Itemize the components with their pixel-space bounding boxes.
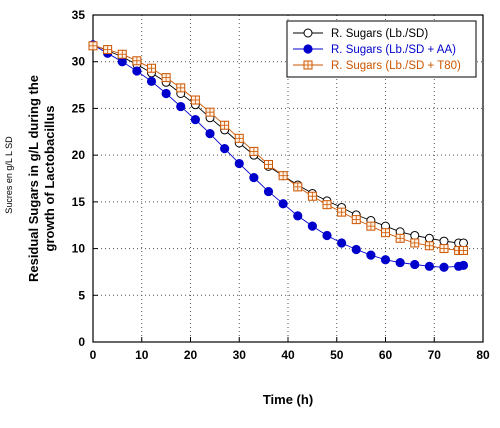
data-point [220, 144, 230, 154]
y-tick-label: 30 [72, 55, 86, 69]
series-layer [88, 40, 469, 272]
data-point [307, 221, 317, 231]
legend-marker [303, 28, 313, 38]
data-point [439, 236, 449, 246]
data-point [439, 244, 449, 254]
x-tick-label: 40 [281, 348, 295, 362]
data-point [410, 259, 420, 270]
x-tick-label: 80 [476, 348, 490, 362]
data-point [88, 41, 98, 51]
y-tick-label: 15 [72, 195, 86, 209]
y-tick-label: 20 [72, 148, 86, 162]
data-point [205, 107, 215, 117]
data-point [234, 158, 244, 169]
data-point [395, 233, 405, 243]
data-point [459, 238, 468, 248]
data-point [249, 172, 259, 183]
data-point [307, 191, 317, 201]
data-point [190, 115, 200, 125]
y-tick-label: 5 [78, 288, 85, 302]
data-point [161, 73, 171, 83]
data-point [458, 260, 469, 270]
data-point [176, 83, 186, 93]
side-note-label: Sucres en g/L L SD [4, 136, 14, 214]
x-tick-label: 0 [90, 348, 97, 362]
legend-item-1: R. Sugars (Lb./SD) [293, 28, 428, 40]
data-point [351, 215, 361, 225]
data-point [424, 261, 434, 271]
data-point [264, 159, 273, 169]
data-point [395, 257, 405, 268]
data-point [205, 129, 215, 139]
data-point [249, 146, 259, 156]
data-point [410, 238, 420, 248]
legend: R. Sugars (Lb./SD) R. Sugars (Lb./SD + AA… [286, 20, 477, 78]
data-point [220, 120, 230, 130]
y-tick-label: 10 [72, 242, 86, 256]
data-point [424, 241, 434, 251]
data-point [293, 182, 303, 192]
data-point [381, 228, 390, 238]
legend-marker [303, 60, 313, 70]
data-point [337, 238, 347, 248]
x-axis-title: Time (h) [263, 392, 313, 407]
data-point [132, 66, 142, 76]
data-point [337, 207, 347, 217]
data-point [234, 133, 244, 143]
data-point [117, 57, 127, 67]
data-point [161, 88, 171, 99]
data-point [459, 245, 468, 255]
x-tick-label: 20 [184, 348, 198, 362]
x-tick-label: 50 [330, 348, 344, 362]
series-3 [88, 41, 468, 255]
legend-item-2: R. Sugars (Lb./SD + AA) [293, 44, 456, 56]
y-tick-label: 35 [72, 8, 86, 22]
legend-item-3: R. Sugars (Lb./SD + T80) [293, 60, 461, 72]
data-point [278, 171, 288, 181]
data-point [380, 255, 391, 265]
data-point [147, 63, 156, 73]
data-point [117, 49, 127, 59]
data-point [176, 101, 186, 112]
data-point [410, 230, 420, 240]
legend-marker [303, 44, 313, 54]
data-point [439, 262, 449, 272]
x-tick-label: 60 [379, 348, 393, 362]
data-point [366, 221, 376, 231]
y-axis-title-line-2: growth of Lactobacillus [42, 106, 57, 252]
legend-label: R. Sugars (Lb./SD + AA) [331, 44, 456, 56]
y-tick-label: 0 [78, 335, 85, 349]
data-point [132, 56, 142, 66]
data-point [263, 186, 274, 197]
data-point [322, 200, 332, 210]
data-point [351, 244, 361, 255]
legend-label: R. Sugars (Lb./SD) [331, 28, 428, 40]
x-tick-label: 30 [233, 348, 247, 362]
data-point [293, 211, 303, 221]
y-axis-title-line-1: Residual Sugars in g/L during the [26, 75, 41, 282]
x-tick-label: 10 [135, 348, 149, 362]
data-point [190, 95, 200, 105]
data-point [366, 250, 376, 260]
legend-label: R. Sugars (Lb./SD + T80) [331, 60, 461, 72]
ticks-layer: 0 10 20 30 40 50 60 70 80 0 5 10 15 20 25 30 35 [72, 8, 490, 362]
data-point [103, 45, 113, 55]
data-point [278, 199, 288, 209]
y-axis-title: Residual Sugars in g/L during the growth… [26, 75, 57, 282]
data-point [322, 230, 332, 241]
y-tick-label: 25 [72, 101, 86, 115]
x-tick-label: 70 [428, 348, 442, 362]
data-point [424, 233, 434, 243]
data-point [146, 76, 157, 86]
